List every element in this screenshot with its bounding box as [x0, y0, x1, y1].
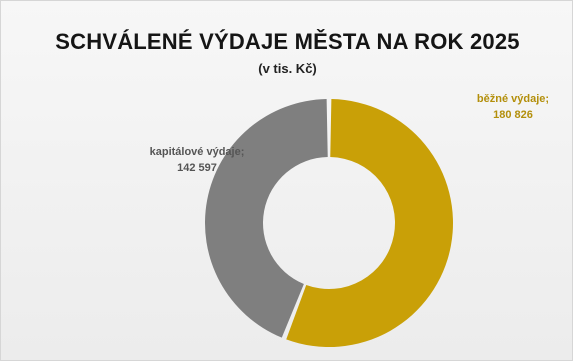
chart-title: SCHVÁLENÉ VÝDAJE MĚSTA NA ROK 2025: [55, 29, 520, 54]
doughnut-slice-kapitalove: [204, 99, 328, 338]
slice-label-kapitalove-name: kapitálové výdaje;: [150, 146, 245, 158]
chart-subtitle: (v tis. Kč): [258, 61, 317, 76]
slice-label-kapitalove-value: 142 597: [177, 162, 217, 174]
slice-label-bezne-name: běžné výdaje;: [477, 93, 549, 105]
slice-label-kapitalove: kapitálové výdaje; 142 597: [150, 146, 245, 174]
doughnut-slice-bezne: [286, 99, 453, 347]
slice-label-bezne: běžné výdaje; 180 826: [477, 93, 549, 121]
slice-label-bezne-value: 180 826: [493, 109, 533, 121]
doughnut-slices: [204, 99, 453, 347]
